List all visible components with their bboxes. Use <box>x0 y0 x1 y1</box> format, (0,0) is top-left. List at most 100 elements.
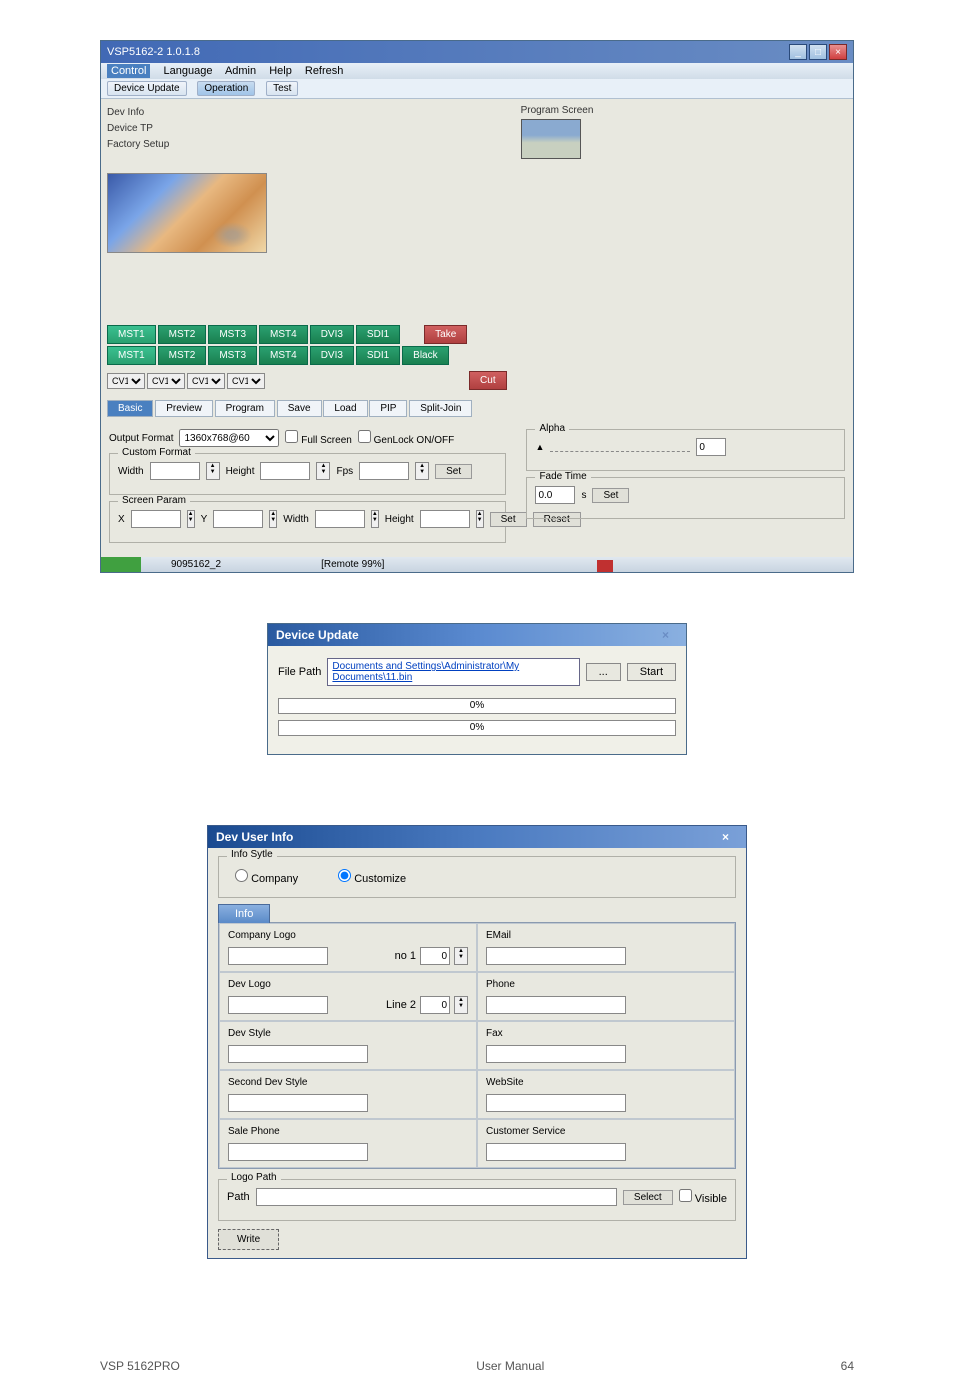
sp-width-spin[interactable] <box>371 510 379 528</box>
sel3[interactable]: CV1 <box>187 373 225 389</box>
fade-input[interactable] <box>535 486 575 504</box>
dev-info-close[interactable]: × <box>722 830 738 844</box>
customize-radio[interactable]: Customize <box>338 869 406 885</box>
path-input[interactable] <box>256 1188 617 1206</box>
src-mst4[interactable]: MST4 <box>259 325 308 344</box>
output-format-select[interactable]: 1360x768@60 <box>179 429 279 447</box>
sp-height-input[interactable] <box>420 510 470 528</box>
company-radio[interactable]: Company <box>235 869 298 885</box>
second-dev-style-input[interactable] <box>228 1094 368 1112</box>
close-button[interactable]: × <box>829 44 847 60</box>
phone-input[interactable] <box>486 996 626 1014</box>
select-button[interactable]: Select <box>623 1190 673 1205</box>
src-dvi3[interactable]: DVI3 <box>310 325 354 344</box>
sp-set-button[interactable]: Set <box>490 512 527 527</box>
website-input[interactable] <box>486 1094 626 1112</box>
sale-phone-input[interactable] <box>228 1143 368 1161</box>
logo-path-fieldset: Logo Path Path Select Visible <box>218 1179 736 1221</box>
src-sdi1[interactable]: SDI1 <box>356 325 400 344</box>
tab-pip[interactable]: PIP <box>369 400 407 417</box>
prog-sdi1[interactable]: SDI1 <box>356 346 400 365</box>
width-spin[interactable] <box>206 462 220 480</box>
tab-preview[interactable]: Preview <box>155 400 213 417</box>
device-update-close[interactable]: × <box>662 628 678 642</box>
info-style-fieldset: Info Sytle Company Customize <box>218 856 736 898</box>
fax-input[interactable] <box>486 1045 626 1063</box>
prog-mst4[interactable]: MST4 <box>259 346 308 365</box>
sp-width-input[interactable] <box>315 510 365 528</box>
sel2[interactable]: CV1 <box>147 373 185 389</box>
prog-dvi3[interactable]: DVI3 <box>310 346 354 365</box>
genlock-check[interactable]: GenLock ON/OFF <box>358 430 454 446</box>
fps-spin[interactable] <box>415 462 429 480</box>
tab-load[interactable]: Load <box>323 400 367 417</box>
email-input[interactable] <box>486 947 626 965</box>
menu-dev-info[interactable]: Dev Info <box>107 105 509 121</box>
sp-height-spin[interactable] <box>476 510 484 528</box>
menu-refresh[interactable]: Refresh <box>305 65 344 77</box>
sel4[interactable]: CV1 <box>227 373 265 389</box>
tab-basic[interactable]: Basic <box>107 400 153 417</box>
src-mst2[interactable]: MST2 <box>158 325 207 344</box>
file-path-input[interactable]: Documents and Settings\Administrator\My … <box>327 658 579 686</box>
menu-factory-setup[interactable]: Factory Setup <box>107 137 509 153</box>
browse-button[interactable]: ... <box>586 663 621 681</box>
line2-input[interactable] <box>420 996 450 1014</box>
menu-admin[interactable]: Admin <box>225 65 256 77</box>
take-button[interactable]: Take <box>424 325 467 344</box>
dev-info-titlebar: Dev User Info × <box>208 826 746 848</box>
progress-2: 0% <box>278 720 676 736</box>
y-input[interactable] <box>213 510 263 528</box>
src-mst3[interactable]: MST3 <box>208 325 257 344</box>
tab-save[interactable]: Save <box>277 400 322 417</box>
customer-service-input[interactable] <box>486 1143 626 1161</box>
custom-format-fieldset: Custom Format Width Height Fps Set <box>109 453 506 495</box>
height-spin[interactable] <box>316 462 330 480</box>
main-content: Dev Info Device TP Factory Setup Program… <box>101 99 853 319</box>
custom-set-button[interactable]: Set <box>435 464 472 479</box>
height-input[interactable] <box>260 462 310 480</box>
company-logo-input[interactable] <box>228 947 328 965</box>
line2-spin[interactable] <box>454 996 468 1014</box>
dev-style-label: Dev Style <box>228 1028 468 1039</box>
write-button[interactable]: Write <box>218 1229 279 1250</box>
menu-help[interactable]: Help <box>269 65 292 77</box>
info-tab[interactable]: Info <box>218 904 270 923</box>
menu-language[interactable]: Language <box>164 65 213 77</box>
menu-control[interactable]: Control <box>107 64 150 78</box>
program-screen-label: Program Screen <box>521 105 847 116</box>
prog-mst2[interactable]: MST2 <box>158 346 207 365</box>
maximize-button[interactable]: □ <box>809 44 827 60</box>
prog-mst1[interactable]: MST1 <box>107 346 156 365</box>
select-row: CV1 CV1 CV1 CV1 Cut <box>101 371 853 396</box>
src-mst1[interactable]: MST1 <box>107 325 156 344</box>
toolbar-device-update[interactable]: Device Update <box>107 81 187 96</box>
prog-black[interactable]: Black <box>402 346 448 365</box>
dev-style-input[interactable] <box>228 1045 368 1063</box>
device-update-dialog: Device Update × File Path Documents and … <box>267 623 687 755</box>
start-button[interactable]: Start <box>627 663 676 681</box>
no1-spin[interactable] <box>454 947 468 965</box>
alpha-input[interactable] <box>696 438 726 456</box>
tab-splitjoin[interactable]: Split-Join <box>409 400 472 417</box>
fullscreen-check[interactable]: Full Screen <box>285 430 351 446</box>
visible-check[interactable]: Visible <box>679 1189 727 1205</box>
toolbar-test[interactable]: Test <box>266 81 298 96</box>
fps-input[interactable] <box>359 462 409 480</box>
sel1[interactable]: CV1 <box>107 373 145 389</box>
fade-set-button[interactable]: Set <box>592 488 629 503</box>
width-input[interactable] <box>150 462 200 480</box>
tab-program[interactable]: Program <box>215 400 275 417</box>
dev-logo-input[interactable] <box>228 996 328 1014</box>
prog-mst3[interactable]: MST3 <box>208 346 257 365</box>
cut-button[interactable]: Cut <box>469 371 507 390</box>
minimize-button[interactable]: _ <box>789 44 807 60</box>
y-spin[interactable] <box>269 510 277 528</box>
no1-input[interactable] <box>420 947 450 965</box>
menu-bar: Control Language Admin Help Refresh <box>101 63 853 79</box>
x-input[interactable] <box>131 510 181 528</box>
toolbar-operation[interactable]: Operation <box>197 81 255 96</box>
menu-device-tp[interactable]: Device TP <box>107 121 509 137</box>
x-spin[interactable] <box>187 510 195 528</box>
main-app-window: VSP5162-2 1.0.1.8 _ □ × Control Language… <box>100 40 854 573</box>
